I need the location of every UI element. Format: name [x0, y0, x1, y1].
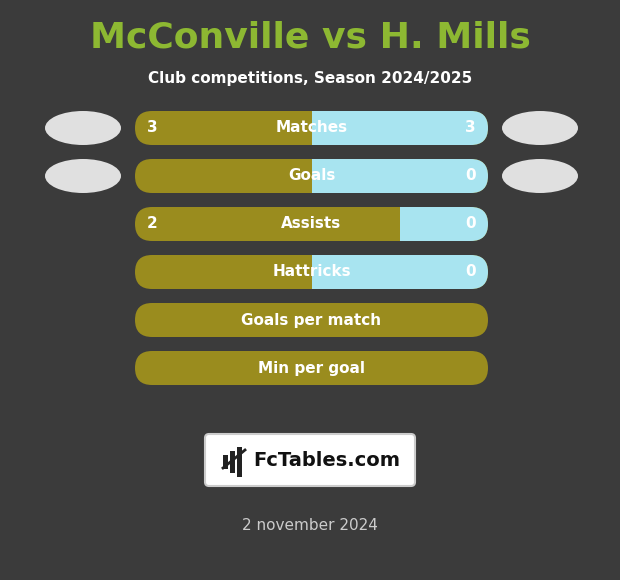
Text: Club competitions, Season 2024/2025: Club competitions, Season 2024/2025	[148, 71, 472, 85]
FancyBboxPatch shape	[311, 111, 488, 145]
FancyBboxPatch shape	[135, 111, 488, 145]
FancyBboxPatch shape	[135, 207, 488, 241]
FancyBboxPatch shape	[311, 159, 329, 193]
Text: Goals: Goals	[288, 169, 335, 183]
FancyBboxPatch shape	[135, 351, 488, 385]
FancyBboxPatch shape	[294, 255, 311, 289]
Text: 0: 0	[466, 169, 476, 183]
FancyBboxPatch shape	[205, 434, 415, 486]
FancyBboxPatch shape	[294, 111, 311, 145]
Text: 0: 0	[466, 264, 476, 280]
Text: 3: 3	[466, 121, 476, 136]
FancyBboxPatch shape	[223, 455, 228, 469]
FancyBboxPatch shape	[400, 207, 488, 241]
FancyBboxPatch shape	[294, 159, 311, 193]
FancyBboxPatch shape	[400, 207, 417, 241]
Text: 2: 2	[147, 216, 157, 231]
Ellipse shape	[45, 159, 121, 193]
Text: 3: 3	[147, 121, 157, 136]
FancyBboxPatch shape	[311, 255, 329, 289]
Ellipse shape	[502, 111, 578, 145]
FancyBboxPatch shape	[383, 207, 400, 241]
Text: Goals per match: Goals per match	[241, 313, 381, 328]
Text: 0: 0	[466, 216, 476, 231]
FancyBboxPatch shape	[311, 255, 488, 289]
FancyBboxPatch shape	[311, 111, 329, 145]
Text: McConville vs H. Mills: McConville vs H. Mills	[89, 21, 531, 55]
Text: 2 november 2024: 2 november 2024	[242, 517, 378, 532]
FancyBboxPatch shape	[135, 159, 488, 193]
FancyBboxPatch shape	[135, 255, 488, 289]
FancyBboxPatch shape	[230, 451, 235, 473]
Text: Hattricks: Hattricks	[272, 264, 351, 280]
Text: Min per goal: Min per goal	[258, 361, 365, 375]
FancyBboxPatch shape	[237, 447, 242, 477]
Ellipse shape	[45, 111, 121, 145]
Text: Matches: Matches	[275, 121, 348, 136]
Text: FcTables.com: FcTables.com	[254, 451, 401, 469]
FancyBboxPatch shape	[135, 303, 488, 337]
Text: Assists: Assists	[281, 216, 342, 231]
Ellipse shape	[502, 159, 578, 193]
FancyBboxPatch shape	[311, 159, 488, 193]
